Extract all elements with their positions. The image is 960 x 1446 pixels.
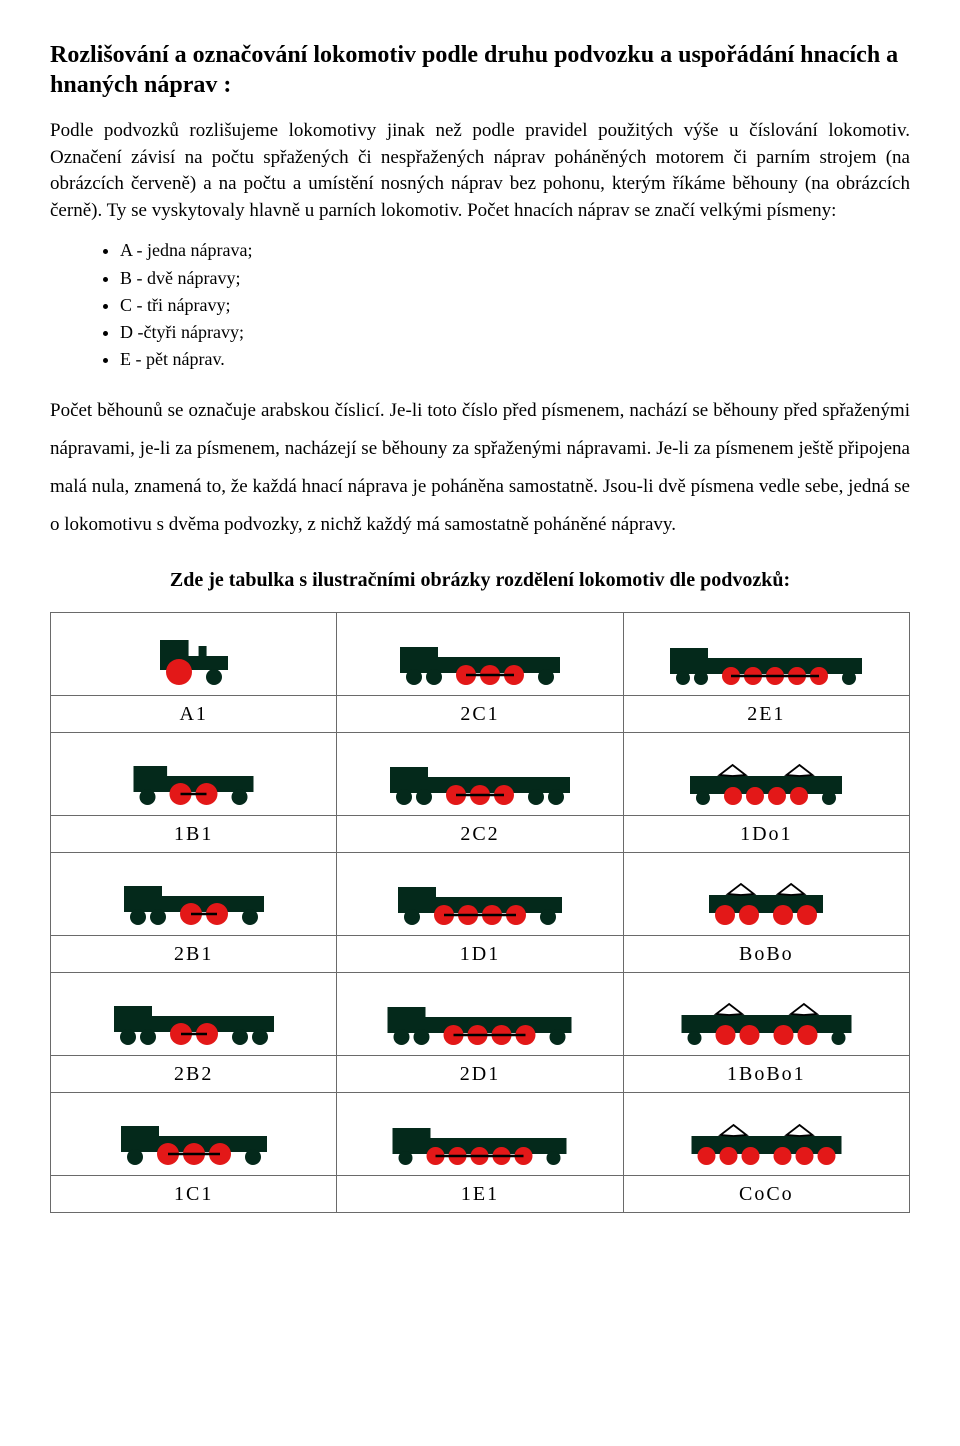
loco-code-label: 1E1: [337, 1176, 623, 1213]
loco-code-label: 2D1: [337, 1056, 623, 1093]
loco-illustration: [51, 733, 337, 816]
loco-code-label: 1Do1: [623, 816, 909, 853]
list-item: B - dvě nápravy;: [120, 266, 910, 291]
loco-code-label: A1: [51, 696, 337, 733]
loco-code-label: 1D1: [337, 936, 623, 973]
table-caption: Zde je tabulka s ilustračními obrázky ro…: [50, 566, 910, 594]
loco-code-label: 1B1: [51, 816, 337, 853]
loco-code-label: 1BoBo1: [623, 1056, 909, 1093]
loco-illustration: [337, 973, 623, 1056]
loco-illustration: [51, 853, 337, 936]
axle-letter-list: A - jedna náprava; B - dvě nápravy; C - …: [50, 238, 910, 372]
loco-illustration: [337, 1093, 623, 1176]
loco-illustration: [623, 613, 909, 696]
loco-illustration: [337, 613, 623, 696]
loco-illustration: [51, 973, 337, 1056]
list-item: D -čtyři nápravy;: [120, 320, 910, 345]
page-title: Rozlišování a označování lokomotiv podle…: [50, 40, 910, 100]
loco-illustration: [337, 853, 623, 936]
loco-code-label: 2E1: [623, 696, 909, 733]
paragraph-explain: Počet běhounů se označuje arabskou čísli…: [50, 392, 910, 544]
paragraph-intro: Podle podvozků rozlišujeme lokomotivy ji…: [50, 118, 910, 224]
loco-code-label: 2B1: [51, 936, 337, 973]
loco-code-label: 2B2: [51, 1056, 337, 1093]
list-item: C - tři nápravy;: [120, 293, 910, 318]
loco-illustration: [51, 613, 337, 696]
loco-code-label: 1C1: [51, 1176, 337, 1213]
loco-illustration: [337, 733, 623, 816]
locomotive-table: A12C12E1 1B12C21Do1 2B11D1BoBo 2B22D11BoBo1…: [50, 612, 910, 1213]
loco-illustration: [623, 973, 909, 1056]
loco-illustration: [623, 853, 909, 936]
list-item: E - pět náprav.: [120, 347, 910, 372]
loco-illustration: [623, 1093, 909, 1176]
loco-illustration: [51, 1093, 337, 1176]
loco-illustration: [623, 733, 909, 816]
loco-code-label: 2C1: [337, 696, 623, 733]
loco-code-label: 2C2: [337, 816, 623, 853]
loco-code-label: BoBo: [623, 936, 909, 973]
loco-code-label: CoCo: [623, 1176, 909, 1213]
list-item: A - jedna náprava;: [120, 238, 910, 263]
